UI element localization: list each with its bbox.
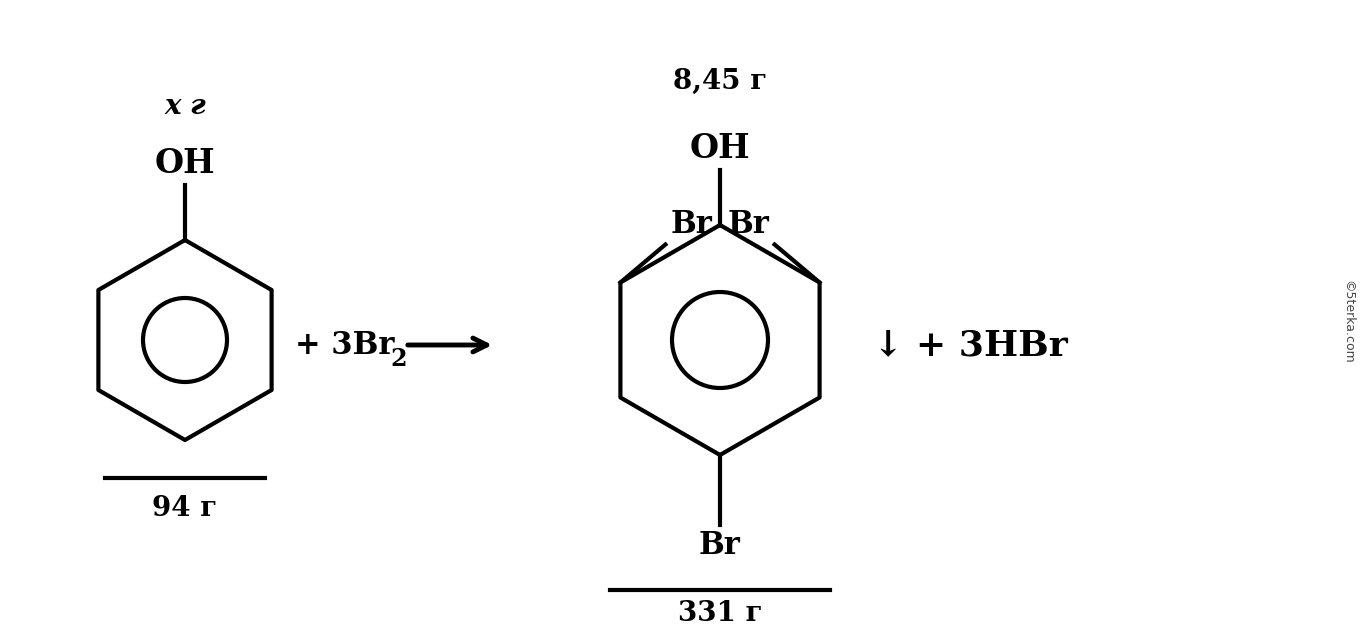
Text: ©5terka.com: ©5terka.com xyxy=(1342,280,1354,364)
Text: ↓ + 3HBr: ↓ + 3HBr xyxy=(873,328,1068,362)
Text: + 3Br: + 3Br xyxy=(296,330,395,361)
Text: Br: Br xyxy=(727,209,770,240)
Text: Br: Br xyxy=(699,530,741,561)
Text: OH: OH xyxy=(155,147,215,180)
Text: x г: x г xyxy=(165,93,206,120)
Text: 8,45 г: 8,45 г xyxy=(673,68,767,95)
Text: 94 г: 94 г xyxy=(153,495,218,522)
Text: OH: OH xyxy=(689,132,750,165)
Text: Br: Br xyxy=(670,209,712,240)
Text: 2: 2 xyxy=(390,347,406,371)
Text: 331 г: 331 г xyxy=(678,600,763,627)
